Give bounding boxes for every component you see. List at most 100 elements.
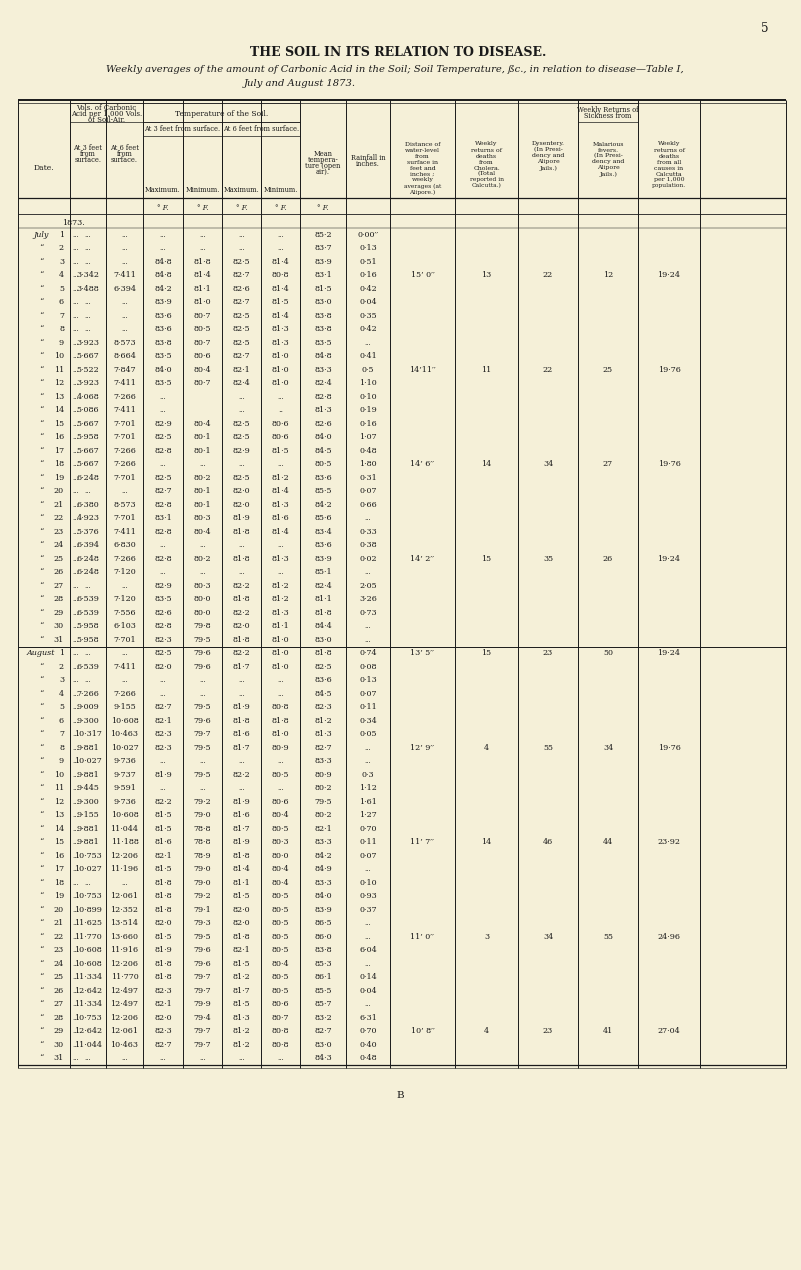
- Text: 0·42: 0·42: [359, 284, 377, 293]
- Text: 19·24: 19·24: [658, 649, 681, 658]
- Text: “: “: [39, 1027, 43, 1035]
- Text: “: “: [39, 757, 43, 766]
- Text: 27: 27: [54, 1001, 64, 1008]
- Text: returns of: returns of: [471, 147, 502, 152]
- Text: ...: ...: [121, 298, 128, 306]
- Text: 4: 4: [484, 1027, 489, 1035]
- Text: ...: ...: [364, 865, 372, 874]
- Text: 81·7: 81·7: [232, 987, 250, 994]
- Text: 83·1: 83·1: [154, 514, 172, 522]
- Text: Weekly: Weekly: [658, 141, 680, 146]
- Text: “: “: [39, 352, 43, 361]
- Text: 7·701: 7·701: [113, 433, 136, 441]
- Text: 10·463: 10·463: [111, 730, 139, 738]
- Text: ...: ...: [277, 244, 284, 253]
- Text: ...: ...: [85, 325, 91, 333]
- Text: “: “: [39, 716, 43, 725]
- Text: 83·8: 83·8: [314, 311, 332, 320]
- Text: 7·266: 7·266: [77, 690, 99, 697]
- Text: 79·7: 79·7: [194, 730, 211, 738]
- Text: “: “: [39, 608, 43, 617]
- Text: ...: ...: [277, 541, 284, 549]
- Text: 0·13: 0·13: [359, 676, 377, 685]
- Text: Alipore.): Alipore.): [409, 189, 436, 194]
- Text: 9·155: 9·155: [77, 812, 99, 819]
- Text: 9·881: 9·881: [77, 744, 99, 752]
- Text: “: “: [39, 730, 43, 738]
- Text: “: “: [39, 663, 43, 671]
- Text: ...: ...: [238, 1054, 245, 1062]
- Text: 80·7: 80·7: [194, 380, 211, 387]
- Text: ...: ...: [73, 568, 79, 577]
- Text: 82·5: 82·5: [154, 433, 171, 441]
- Text: “: “: [39, 1054, 43, 1062]
- Text: per 1,000: per 1,000: [654, 178, 684, 183]
- Text: 80·7: 80·7: [194, 339, 211, 347]
- Text: Weekly Returns of: Weekly Returns of: [578, 105, 638, 113]
- Text: “: “: [39, 1040, 43, 1049]
- Text: 10·317: 10·317: [74, 730, 102, 738]
- Text: 83·6: 83·6: [314, 541, 332, 549]
- Text: Acid per 1,000 Vols.: Acid per 1,000 Vols.: [70, 109, 142, 118]
- Text: 83·0: 83·0: [314, 298, 332, 306]
- Text: 81·7: 81·7: [232, 824, 250, 833]
- Text: 81·0: 81·0: [272, 366, 289, 373]
- Text: 27·04: 27·04: [658, 1027, 680, 1035]
- Text: 11·334: 11·334: [74, 1001, 102, 1008]
- Text: 82·5: 82·5: [232, 311, 250, 320]
- Text: 81·9: 81·9: [232, 514, 251, 522]
- Text: 85·6: 85·6: [314, 514, 332, 522]
- Text: Cholera.: Cholera.: [473, 165, 500, 170]
- Text: ture (open: ture (open: [305, 163, 340, 170]
- Text: 78·8: 78·8: [194, 838, 211, 846]
- Text: 0·14: 0·14: [359, 973, 377, 982]
- Text: 82·1: 82·1: [314, 824, 332, 833]
- Text: ...: ...: [199, 690, 206, 697]
- Text: ...: ...: [238, 568, 245, 577]
- Text: 83·3: 83·3: [314, 757, 332, 766]
- Text: 7·411: 7·411: [113, 406, 136, 414]
- Text: 80·8: 80·8: [272, 1040, 289, 1049]
- Text: 82·1: 82·1: [154, 852, 172, 860]
- Text: “: “: [39, 568, 43, 577]
- Text: 84·5: 84·5: [314, 690, 332, 697]
- Text: 21: 21: [54, 919, 64, 927]
- Text: 3·923: 3·923: [77, 380, 99, 387]
- Text: 81·8: 81·8: [232, 852, 250, 860]
- Text: ...: ...: [73, 366, 79, 373]
- Text: 0·05: 0·05: [360, 730, 376, 738]
- Text: 81·5: 81·5: [154, 824, 171, 833]
- Text: 83·6: 83·6: [314, 676, 332, 685]
- Text: Date.: Date.: [34, 164, 54, 171]
- Text: 11: 11: [54, 785, 64, 792]
- Text: “: “: [39, 366, 43, 373]
- Text: ...: ...: [364, 960, 372, 968]
- Text: “: “: [39, 284, 43, 293]
- Text: ...: ...: [73, 420, 79, 428]
- Text: 81·8: 81·8: [154, 906, 171, 913]
- Text: “: “: [39, 298, 43, 306]
- Text: ...: ...: [73, 932, 79, 941]
- Text: Minimum.: Minimum.: [185, 185, 219, 194]
- Text: 82·8: 82·8: [154, 622, 171, 630]
- Text: 82·5: 82·5: [232, 420, 250, 428]
- Text: “: “: [39, 798, 43, 805]
- Text: ...: ...: [73, 987, 79, 994]
- Text: 80·5: 80·5: [272, 973, 289, 982]
- Text: 81·0: 81·0: [272, 649, 289, 658]
- Text: 1873.: 1873.: [62, 218, 84, 227]
- Text: 81·0: 81·0: [272, 730, 289, 738]
- Text: 80·5: 80·5: [314, 460, 332, 469]
- Text: 10·027: 10·027: [74, 757, 102, 766]
- Text: ...: ...: [121, 649, 128, 658]
- Text: 82·3: 82·3: [154, 1027, 172, 1035]
- Text: 82·8: 82·8: [154, 528, 171, 536]
- Text: 79·2: 79·2: [194, 798, 211, 805]
- Text: 80·8: 80·8: [272, 272, 289, 279]
- Text: “: “: [39, 392, 43, 401]
- Text: 0·07: 0·07: [360, 690, 376, 697]
- Text: Maximum.: Maximum.: [145, 185, 181, 194]
- Text: 82·0: 82·0: [232, 488, 250, 495]
- Text: 83·8: 83·8: [154, 339, 171, 347]
- Text: “: “: [39, 339, 43, 347]
